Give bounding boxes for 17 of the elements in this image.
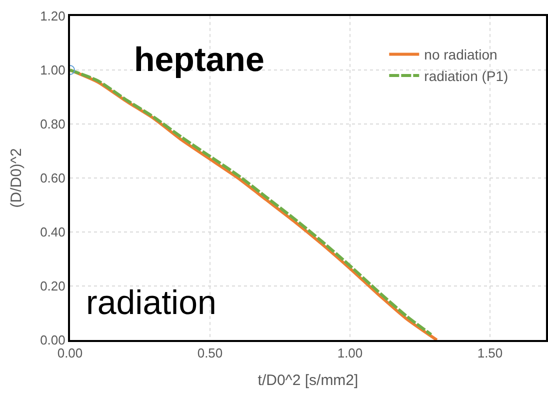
y-tick-label: 0.00: [40, 332, 66, 348]
x-tick-label: 0.50: [197, 346, 223, 361]
y-tick-label: 1.00: [40, 62, 66, 78]
x-tick-label: 1.50: [477, 346, 503, 361]
legend-label: no radiation: [424, 46, 498, 63]
y-axis-title: (D/D0)^2: [8, 148, 25, 208]
y-tick-label: 0.40: [40, 224, 66, 240]
annotation: heptane: [134, 41, 264, 79]
x-tick-label: 1.00: [337, 346, 363, 361]
legend-label: radiation (P1): [424, 68, 508, 84]
y-tick-label: 0.60: [40, 170, 66, 186]
x-axis-title: t/D0^2 [s/mm2]: [258, 372, 358, 390]
y-tick-label: 0.20: [40, 278, 66, 294]
annotation: radiation: [86, 284, 216, 322]
y-tick-label: 0.80: [40, 116, 66, 132]
x-tick-label: 0.00: [57, 346, 83, 361]
y-tick-label: 1.20: [40, 8, 66, 24]
